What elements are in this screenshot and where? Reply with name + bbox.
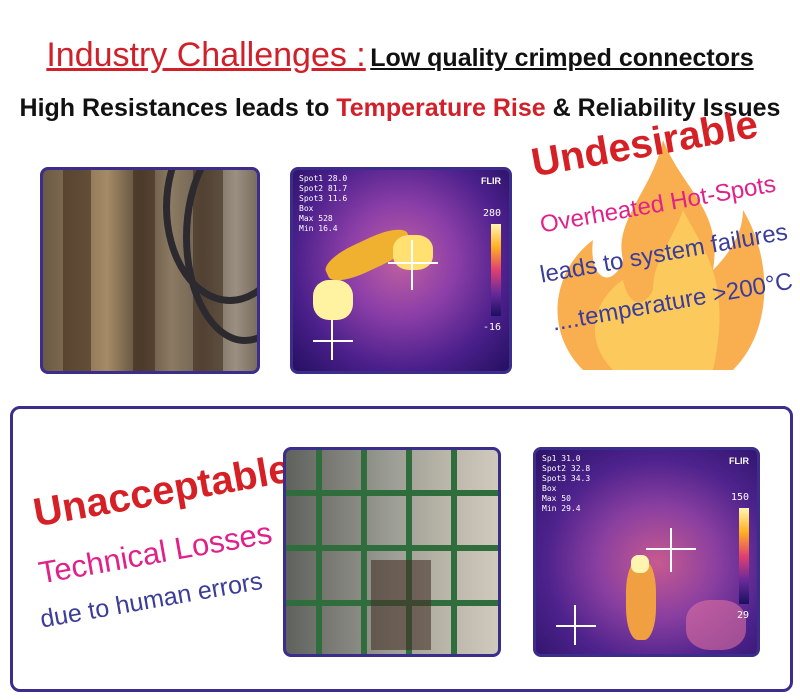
scale-min-bottom: 29 <box>736 610 749 621</box>
subtitle-part1: High Resistances leads to <box>19 94 337 122</box>
scale-max-top: 280 <box>482 208 501 219</box>
scale-max-bottom: 150 <box>730 492 749 503</box>
color-scale-top <box>491 224 501 316</box>
color-scale-bottom <box>739 508 749 604</box>
flir-logo-bottom: FLIR <box>729 456 749 466</box>
flir-logo-top: FLIR <box>481 176 501 186</box>
subtitle-temperature-rise: Temperature Rise <box>336 94 546 122</box>
subtitle-part2: & Reliability Issues <box>545 94 781 122</box>
title-industry-challenges: Industry Challenges : <box>46 36 366 74</box>
thermal-readout-bottom: Sp1 31.0 Spot2 32.8 Spot3 34.3 Box Max 5… <box>542 454 591 513</box>
bottom-panel <box>10 406 793 692</box>
subtitle: High Resistances leads to Temperature Ri… <box>0 94 800 123</box>
scale-min-top: -16 <box>482 322 501 333</box>
photo-fenced-installation <box>283 447 501 657</box>
title-low-quality: Low quality crimped connectors <box>370 44 754 72</box>
thermal-image-bottom: Sp1 31.0 Spot2 32.8 Spot3 34.3 Box Max 5… <box>533 447 760 657</box>
photo-rusty-connectors <box>40 167 260 374</box>
main-title: Industry Challenges : Low quality crimpe… <box>0 36 800 75</box>
thermal-image-top: Spot1 28.0 Spot2 81.7 Spot3 11.6 Box Max… <box>290 167 512 374</box>
flame-icon <box>557 140 765 370</box>
thermal-readout-top: Spot1 28.0 Spot2 81.7 Spot3 11.6 Box Max… <box>299 174 348 233</box>
